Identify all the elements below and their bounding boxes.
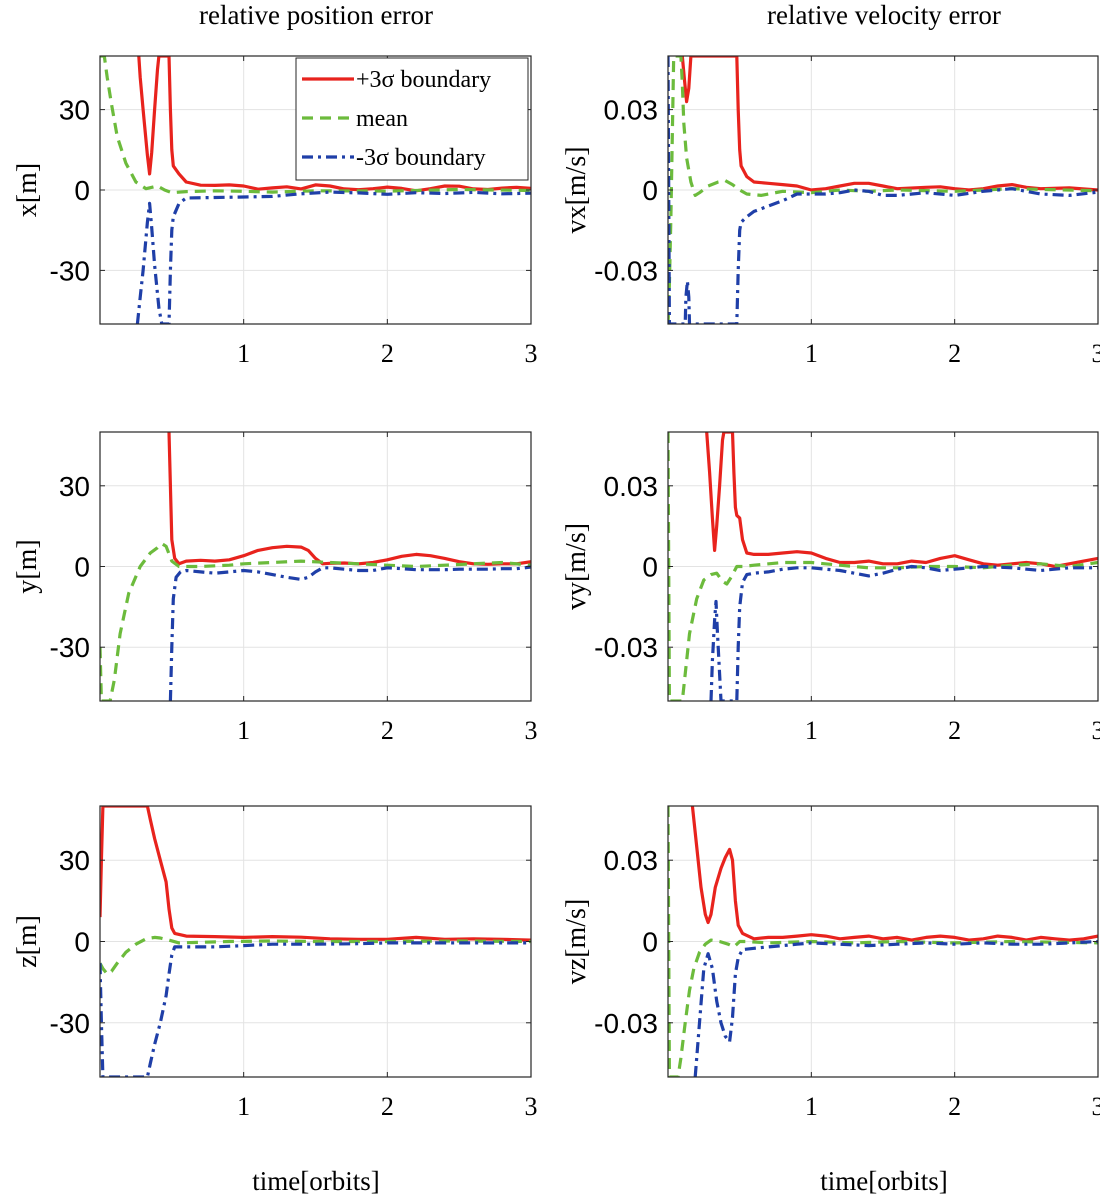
y-tick-label: 30 bbox=[59, 845, 90, 876]
y-tick-label: -0.03 bbox=[594, 255, 658, 286]
series-line-upper-bound bbox=[100, 806, 531, 942]
y-tick-label: 0 bbox=[642, 552, 658, 583]
y-axis-label: vx[m/s] bbox=[561, 146, 592, 233]
x-tick-label: 3 bbox=[525, 1092, 538, 1121]
series-line-mean bbox=[100, 542, 531, 701]
panel-vx: 1 2 3 -0.03 0 0.03 vx[m/s] bbox=[561, 55, 1100, 368]
x-tick-label: 3 bbox=[1092, 339, 1100, 368]
series-line-mean bbox=[100, 56, 531, 195]
series-line-lower-bound bbox=[100, 941, 531, 1077]
series-line-mean bbox=[668, 432, 1098, 701]
y-axis-label: y[m] bbox=[12, 539, 43, 593]
x-tick-label: 2 bbox=[948, 339, 961, 368]
x-axis-label-left: time[orbits] bbox=[252, 1166, 379, 1196]
x-tick-label: 3 bbox=[1092, 1092, 1100, 1121]
column-title-velocity: relative velocity error bbox=[767, 0, 1001, 30]
panel-y: 1 2 3 -30 0 30 y[m] bbox=[12, 431, 538, 745]
y-tick-label: 30 bbox=[59, 95, 90, 126]
y-tick-label: 0 bbox=[74, 552, 90, 583]
x-tick-label: 1 bbox=[805, 339, 818, 368]
x-tick-label: 2 bbox=[948, 716, 961, 745]
y-tick-label: 0 bbox=[74, 927, 90, 958]
y-tick-label: -30 bbox=[50, 1008, 90, 1039]
panel-vz: 1 2 3 -0.03 0 0.03 vz[m/s] bbox=[561, 805, 1100, 1121]
x-tick-label: 2 bbox=[381, 716, 394, 745]
x-tick-label: 1 bbox=[237, 1092, 250, 1121]
y-tick-label: -30 bbox=[50, 632, 90, 663]
x-tick-label: 1 bbox=[237, 716, 250, 745]
x-axis-label-right: time[orbits] bbox=[820, 1166, 947, 1196]
y-tick-label: 0 bbox=[642, 927, 658, 958]
y-axis-label: vz[m/s] bbox=[561, 899, 592, 985]
x-tick-label: 3 bbox=[525, 716, 538, 745]
y-axis-label: z[m] bbox=[12, 915, 43, 968]
x-tick-label: 2 bbox=[948, 1092, 961, 1121]
y-tick-label: 0 bbox=[74, 175, 90, 206]
panel-z: 1 2 3 -30 0 30 z[m] bbox=[12, 805, 538, 1121]
x-tick-label: 2 bbox=[381, 339, 394, 368]
y-axis-label: x[m] bbox=[12, 163, 43, 217]
series-line-upper-bound bbox=[137, 56, 531, 193]
column-title-position: relative position error bbox=[199, 0, 433, 30]
series-line-mean bbox=[100, 935, 531, 976]
y-tick-label: -0.03 bbox=[594, 632, 658, 663]
series-line-mean bbox=[668, 56, 1098, 324]
legend-label: +3σ boundary bbox=[356, 67, 491, 93]
x-tick-label: 1 bbox=[805, 1092, 818, 1121]
series-line-upper-bound bbox=[690, 806, 1098, 942]
y-tick-label: -0.03 bbox=[594, 1008, 658, 1039]
series-line-upper-bound bbox=[680, 56, 1098, 192]
series-line-lower-bound bbox=[709, 564, 1098, 701]
y-tick-label: 0 bbox=[642, 175, 658, 206]
x-tick-label: 3 bbox=[1092, 716, 1100, 745]
y-tick-label: 30 bbox=[59, 471, 90, 502]
y-tick-label: 0.03 bbox=[604, 845, 659, 876]
x-tick-label: 2 bbox=[381, 1092, 394, 1121]
x-tick-label: 1 bbox=[805, 716, 818, 745]
legend: +3σ boundary mean -3σ boundary bbox=[295, 57, 529, 181]
legend-label: -3σ boundary bbox=[356, 145, 486, 171]
legend-label: mean bbox=[356, 106, 408, 132]
y-tick-label: 0.03 bbox=[604, 471, 659, 502]
series-line-lower-bound bbox=[135, 190, 531, 324]
panel-vy: 1 2 3 -0.03 0 0.03 vy[m/s] bbox=[561, 431, 1100, 745]
series-line-mean bbox=[668, 806, 1098, 1077]
y-tick-label: 0.03 bbox=[604, 95, 659, 126]
series-line-lower-bound bbox=[693, 939, 1098, 1077]
x-tick-label: 1 bbox=[237, 339, 250, 368]
y-axis-label: vy[m/s] bbox=[561, 523, 592, 610]
y-tick-label: -30 bbox=[50, 255, 90, 286]
series-line-lower-bound bbox=[168, 565, 531, 701]
x-tick-label: 3 bbox=[525, 339, 538, 368]
